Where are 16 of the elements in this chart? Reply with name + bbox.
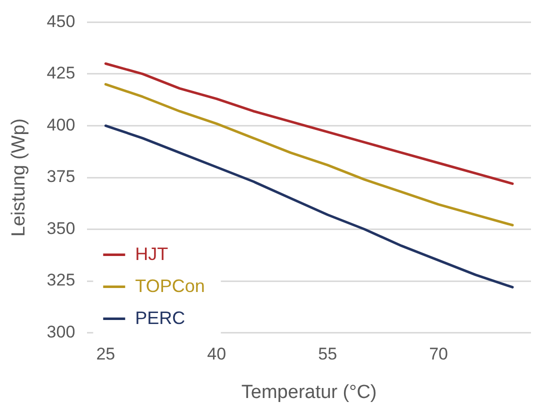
x-tick-label: 25 — [96, 344, 116, 364]
x-tick-label: 40 — [207, 344, 226, 364]
legend-label: HJT — [135, 244, 168, 264]
legend-label: TOPCon — [135, 276, 205, 296]
y-tick-label: 425 — [46, 64, 76, 83]
x-tick-label: 55 — [318, 344, 338, 364]
x-tick-label: 70 — [429, 344, 448, 364]
y-axis-title: Leistung (Wp) — [8, 118, 30, 237]
x-axis-title: Temperatur (°C) — [241, 382, 377, 403]
legend-label: PERC — [135, 308, 186, 328]
y-tick-label: 375 — [46, 167, 76, 186]
y-tick-label: 350 — [46, 218, 76, 238]
y-tick-label: 450 — [46, 12, 76, 31]
y-tick-label: 325 — [46, 270, 76, 290]
y-tick-label: 400 — [46, 115, 76, 134]
y-tick-label: 300 — [46, 322, 76, 342]
